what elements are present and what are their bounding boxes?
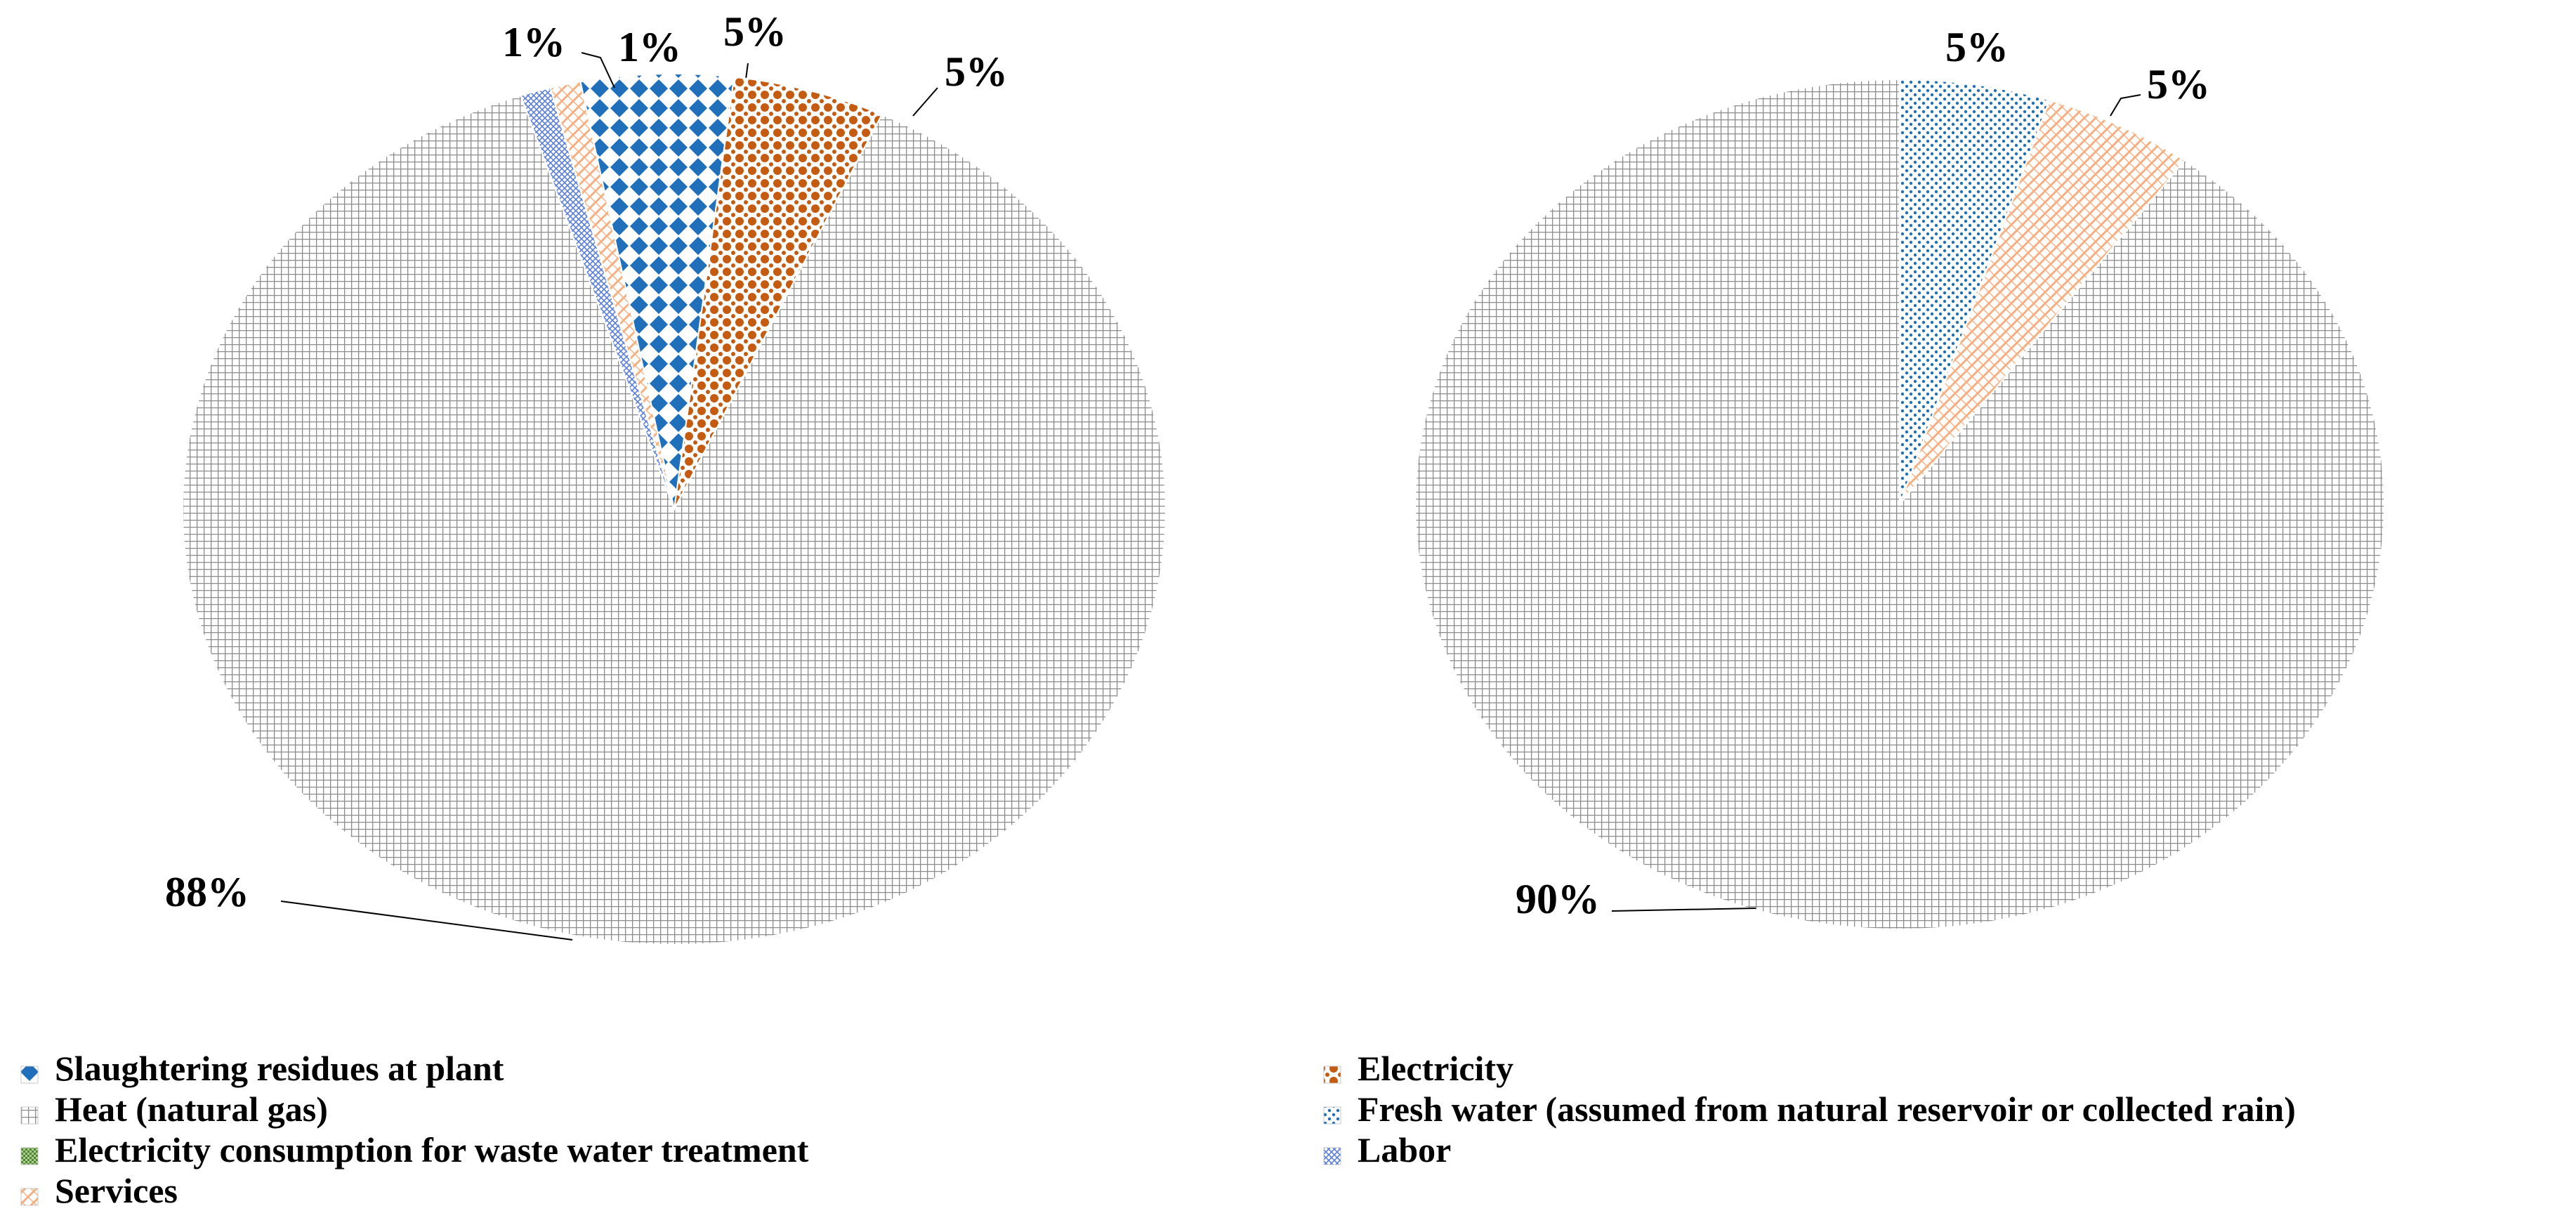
legend-swatch-slaughtering <box>20 1066 39 1084</box>
legend-label-wastewater: Electricity consumption for waste water … <box>55 1130 809 1170</box>
leader-line <box>1611 908 1756 912</box>
pie-slice-slaughtering-residues-at-plant <box>579 72 735 510</box>
legend-swatch-heat <box>20 1106 39 1125</box>
legend-swatch-electricity <box>1323 1066 1341 1084</box>
pie-chart-left: 5% 5% 88% 1% 1% <box>165 8 1167 946</box>
pie-slice-fresh-water-assumed-from-natural-reservoir-or-collected-rain <box>1899 78 2051 505</box>
legend: Slaughtering residues at plant Electricit… <box>20 1049 2296 1210</box>
legend-swatch-freshwater <box>1323 1106 1341 1125</box>
leader-line <box>280 900 573 941</box>
pie-slice-heat-natural-gas <box>181 94 1167 946</box>
legend-swatch-services <box>20 1188 39 1206</box>
legend-label-electricity: Electricity <box>1358 1049 1513 1088</box>
data-label-services: 1% <box>618 24 681 70</box>
pie-slice-services <box>549 81 675 510</box>
leader-line <box>912 87 938 117</box>
data-label-electricity: 5% <box>945 48 1008 95</box>
legend-label-slaughtering: Slaughtering residues at plant <box>55 1049 504 1088</box>
leader-line <box>2110 94 2141 117</box>
data-label-services: 5% <box>2147 61 2210 107</box>
legend-swatch-labor <box>1323 1147 1341 1165</box>
legend-label-labor: Labor <box>1358 1130 1451 1170</box>
legend-label-services: Services <box>55 1171 178 1210</box>
legend-item-freshwater: Fresh water (assumed from natural reserv… <box>1323 1089 2296 1129</box>
legend-item-electricity: Electricity <box>1323 1049 1513 1088</box>
legend-item-labor: Labor <box>1323 1130 1451 1170</box>
pie-slice-services <box>1899 99 2186 505</box>
legend-item-services: Services <box>20 1171 178 1210</box>
data-label-heat-natural-gas: 88% <box>165 869 249 915</box>
legend-item-heat: Heat (natural gas) <box>20 1089 328 1129</box>
legend-label-heat: Heat (natural gas) <box>55 1089 328 1129</box>
legend-item-slaughtering: Slaughtering residues at plant <box>20 1049 504 1088</box>
pie-slice-heat-natural-gas <box>1414 78 2386 930</box>
data-label-fresh-water-assumed-from-natural-reservoir-or-collected-rain: 5% <box>1945 24 2009 70</box>
legend-label-freshwater: Fresh water (assumed from natural reserv… <box>1358 1089 2296 1129</box>
pie-chart-right: 5% 5% 90% <box>1414 24 2386 930</box>
leader-line <box>581 52 615 89</box>
pie-slice-electricity <box>673 76 883 510</box>
legend-item-wastewater: Electricity consumption for waste water … <box>20 1130 809 1170</box>
data-label-heat-natural-gas: 90% <box>1516 876 1600 922</box>
legend-swatch-wastewater <box>20 1147 39 1165</box>
data-label-slaughtering-residues-at-plant: 5% <box>723 8 787 55</box>
data-label-labor: 1% <box>502 19 565 65</box>
